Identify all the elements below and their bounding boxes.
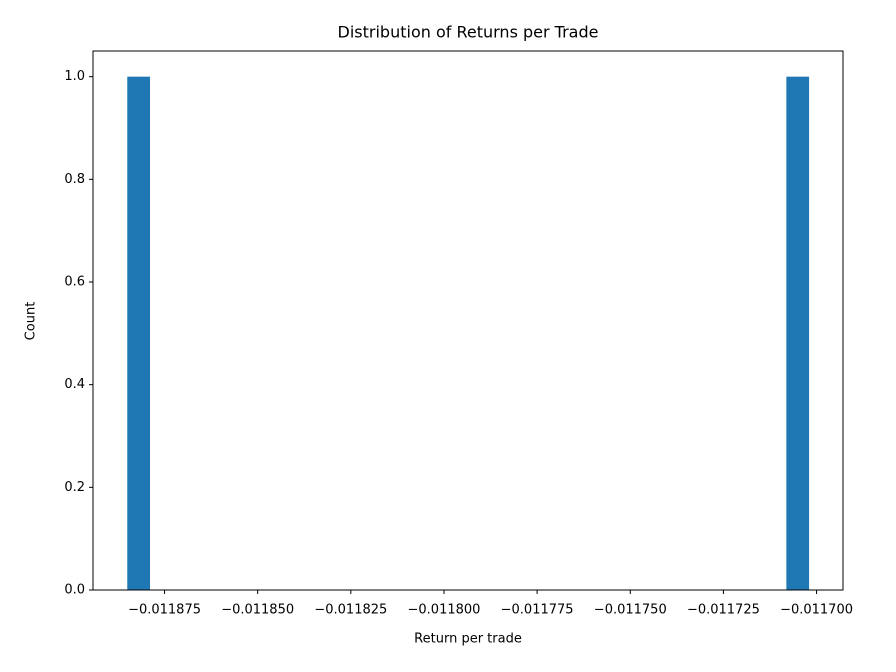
x-tick-label: −0.011750 <box>594 603 667 618</box>
y-tick-label: 0.0 <box>64 583 85 598</box>
y-tick-label: 0.2 <box>64 480 85 495</box>
x-tick-label: −0.011700 <box>780 603 853 618</box>
y-tick-label: 0.6 <box>64 275 85 290</box>
x-tick-label: −0.011725 <box>687 603 760 618</box>
x-tick-label: −0.011875 <box>128 603 201 618</box>
y-tick-label: 1.0 <box>64 69 85 84</box>
x-tick-label: −0.011850 <box>221 603 294 618</box>
chart-title: Distribution of Returns per Trade <box>338 23 599 42</box>
y-axis-label: Count <box>24 302 39 341</box>
x-tick-label: −0.011800 <box>408 603 481 618</box>
y-tick-label: 0.8 <box>64 172 85 187</box>
plot-frame <box>92 50 844 591</box>
x-axis-label: Return per trade <box>414 632 522 647</box>
y-tick-label: 0.4 <box>64 377 85 392</box>
bar <box>786 76 810 590</box>
x-tick-label: −0.011775 <box>501 603 574 618</box>
bar <box>127 76 151 590</box>
x-tick-label: −0.011825 <box>314 603 387 618</box>
